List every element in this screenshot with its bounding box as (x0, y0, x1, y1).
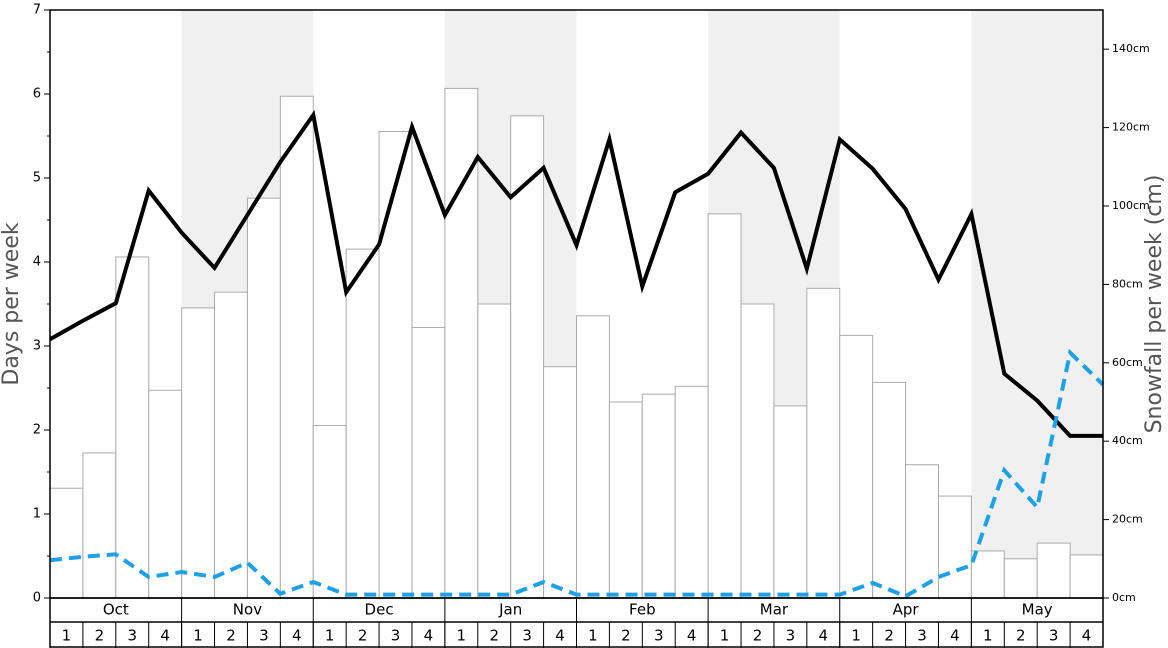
bar (773, 405, 808, 599)
week-label: 4 (292, 627, 302, 645)
bar (82, 452, 117, 599)
month-label: May (1022, 601, 1053, 619)
week-label: 3 (259, 627, 269, 645)
week-label: 4 (555, 627, 565, 645)
month-label: Nov (233, 601, 262, 619)
y2-tick-label: 80cm (1112, 277, 1143, 290)
week-label: 2 (358, 627, 368, 645)
bar (641, 393, 676, 599)
month-label: Mar (760, 601, 789, 619)
week-label: 4 (687, 627, 697, 645)
bar (674, 385, 709, 599)
week-label: 4 (1082, 627, 1092, 645)
bar (576, 315, 610, 599)
bar (872, 381, 907, 599)
bar (345, 248, 380, 599)
y-tick-label: 2 (33, 423, 41, 438)
bar (937, 495, 972, 599)
y-tick-label: 1 (33, 507, 41, 522)
bar (839, 334, 874, 599)
week-label: 2 (621, 627, 631, 645)
bar (1036, 542, 1071, 599)
week-label: 1 (193, 627, 203, 645)
y2-tick-label: 120cm (1112, 121, 1150, 134)
week-label: 3 (522, 627, 532, 645)
week-label: 1 (720, 627, 730, 645)
bar (806, 287, 841, 599)
week-label: 4 (819, 627, 829, 645)
y2-axis-label: Snowfall per week (cm) (1142, 175, 1167, 434)
week-label: 1 (983, 627, 993, 645)
week-label: 3 (127, 627, 137, 645)
week-label: 2 (884, 627, 894, 645)
bar (115, 256, 150, 599)
y-tick-label: 7 (33, 3, 41, 18)
y-tick-label: 4 (33, 255, 41, 270)
line-series (49, 348, 1105, 599)
month-label: Oct (103, 601, 129, 619)
week-label: 1 (325, 627, 335, 645)
y-tick-label: 3 (33, 339, 41, 354)
bar (970, 550, 1005, 599)
week-label: 1 (62, 627, 72, 645)
week-label: 2 (226, 627, 236, 645)
y-axis-label: Days per week (0, 222, 24, 385)
bar (740, 303, 775, 599)
bar (246, 197, 281, 599)
bar (378, 131, 413, 599)
week-label: 4 (424, 627, 434, 645)
week-label: 4 (160, 627, 170, 645)
bar (510, 115, 545, 599)
bar (477, 303, 512, 599)
bar (543, 366, 577, 599)
bar (279, 95, 314, 599)
week-label: 3 (654, 627, 664, 645)
bar (148, 389, 183, 599)
week-label: 2 (1016, 627, 1026, 645)
week-label: 3 (917, 627, 927, 645)
bar (608, 401, 643, 599)
y2-tick-label: 140cm (1112, 42, 1150, 55)
month-label: Jan (498, 601, 522, 619)
y2-tick-label: 0cm (1112, 591, 1136, 604)
bar (905, 464, 939, 599)
month-label: Dec (365, 601, 394, 619)
month-label: Feb (629, 601, 656, 619)
week-label: 2 (95, 627, 105, 645)
week-label: 3 (786, 627, 796, 645)
y-tick-label: 5 (33, 171, 41, 186)
y2-tick-label: 40cm (1112, 434, 1143, 447)
week-label: 1 (457, 627, 467, 645)
bar (214, 291, 248, 599)
y2-tick-label: 60cm (1112, 356, 1143, 369)
week-label: 4 (950, 627, 960, 645)
y-tick-label: 0 (33, 591, 41, 606)
week-label: 3 (1049, 627, 1059, 645)
bar (707, 213, 742, 599)
bar (1003, 558, 1038, 599)
y2-tick-label: 20cm (1112, 513, 1143, 526)
y-tick-label: 6 (33, 87, 41, 102)
bar (181, 307, 216, 599)
week-label: 1 (588, 627, 598, 645)
bar (444, 87, 479, 599)
bar (1069, 554, 1104, 599)
bar (49, 487, 84, 599)
week-label: 2 (753, 627, 763, 645)
bar (312, 425, 347, 599)
line-series (49, 109, 1103, 438)
week-label: 3 (391, 627, 401, 645)
bar (411, 327, 446, 599)
week-label: 1 (851, 627, 861, 645)
y2-tick-label: 100cm (1112, 199, 1150, 212)
month-label: Apr (893, 601, 920, 619)
week-label: 2 (489, 627, 499, 645)
